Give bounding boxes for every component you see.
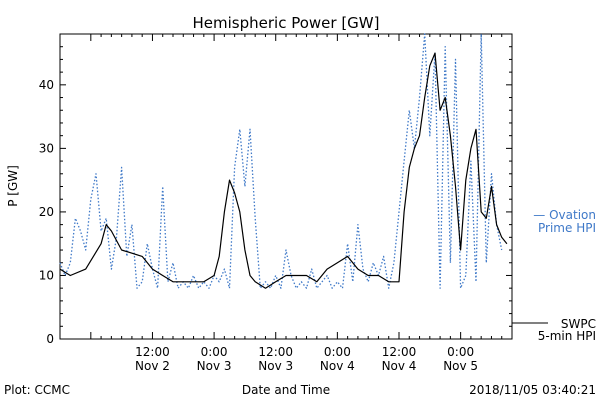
x-axis-label: Date and Time — [242, 383, 330, 397]
chart-title: Hemispheric Power [GW] — [193, 14, 380, 32]
x-tick-label-time: 12:00 — [135, 345, 170, 359]
x-tick-label-time: 12:00 — [258, 345, 293, 359]
legend-ovation-line-1: — Ovation — [533, 208, 596, 222]
y-axis-label: P [GW] — [6, 165, 20, 207]
footer-timestamp: 2018/11/05 03:40:21 — [469, 383, 596, 397]
x-tick-label-time: 0:00 — [447, 345, 474, 359]
x-tick-label-date: Nov 4 — [382, 359, 417, 373]
x-tick-label-date: Nov 4 — [320, 359, 355, 373]
series-layer — [59, 33, 508, 289]
y-tick-label: 20 — [39, 205, 54, 219]
legend: — Ovation Prime HPI SWPC 5-min HPI — [512, 208, 596, 343]
legend-ovation-line-2: Prime HPI — [538, 221, 596, 235]
series-swpc-5min-hpi — [59, 52, 508, 289]
x-tick-label-date: Nov 3 — [258, 359, 293, 373]
plot-frame — [59, 33, 513, 340]
x-tick-label-date: Nov 5 — [443, 359, 478, 373]
y-tick-label: 40 — [39, 78, 54, 92]
x-tick-label-date: Nov 3 — [197, 359, 232, 373]
y-axis: 0 10 20 30 40 — [39, 46, 512, 346]
y-tick-label: 30 — [39, 141, 54, 155]
x-tick-label-time: 0:00 — [201, 345, 228, 359]
y-tick-label: 10 — [39, 268, 54, 282]
legend-swpc-line-2: 5-min HPI — [538, 329, 596, 343]
legend-swpc-line-1: SWPC — [561, 317, 596, 331]
y-tick-label: 0 — [46, 332, 54, 346]
x-tick-label-date: Nov 2 — [135, 359, 170, 373]
x-tick-label-time: 0:00 — [324, 345, 351, 359]
x-tick-label-time: 12:00 — [382, 345, 417, 359]
series-ovation-prime-hpi — [59, 33, 503, 289]
footer-plot-credit: Plot: CCMC — [4, 383, 70, 397]
